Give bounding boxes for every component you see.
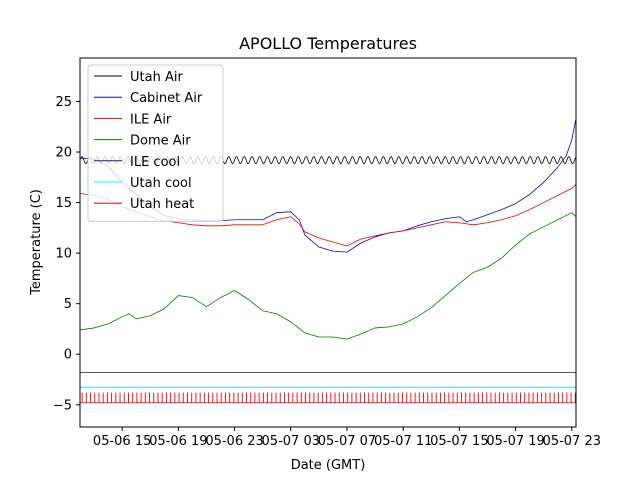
y-tick-label: −5 (53, 398, 72, 413)
y-tick-label: 15 (55, 196, 72, 211)
x-axis-label: Date (GMT) (291, 458, 366, 473)
x-tick-label: 05-07 07 (318, 434, 376, 449)
x-tick-label: 05-06 19 (149, 434, 207, 449)
legend-label-ile-cool: ILE cool (130, 155, 180, 170)
legend-label-utah-cool: Utah cool (130, 176, 192, 191)
series-utah-heat-pulses (81, 392, 576, 403)
y-tick-label: 10 (55, 247, 72, 262)
legend-label-ile-air: ILE Air (130, 112, 172, 127)
series-dome-air (80, 212, 576, 340)
x-tick-label: 05-07 19 (486, 434, 544, 449)
y-tick-label: 20 (55, 146, 72, 161)
y-axis-label: Temperature (C) (29, 189, 44, 296)
x-tick-label: 05-06 23 (205, 434, 263, 449)
y-tick-label: 0 (64, 348, 72, 363)
x-tick-label: 05-06 15 (93, 434, 151, 449)
x-tick-label: 05-07 11 (374, 434, 432, 449)
legend-label-utah-air: Utah Air (130, 70, 183, 85)
legend: Utah Air Cabinet Air ILE Air Dome Air ILE co… (87, 64, 224, 222)
legend-label-dome-air: Dome Air (130, 134, 191, 149)
y-tick-label: 5 (64, 297, 72, 312)
x-tick-label: 05-07 15 (430, 434, 488, 449)
y-tick-label: 25 (55, 95, 72, 110)
x-tick-label: 05-07 23 (543, 434, 601, 449)
legend-label-cabinet-air: Cabinet Air (130, 91, 203, 106)
chart-title: APOLLO Temperatures (239, 34, 417, 53)
x-tick-label: 05-07 03 (262, 434, 320, 449)
plot-frame (79, 57, 577, 428)
legend-label-utah-heat: Utah heat (130, 197, 194, 212)
